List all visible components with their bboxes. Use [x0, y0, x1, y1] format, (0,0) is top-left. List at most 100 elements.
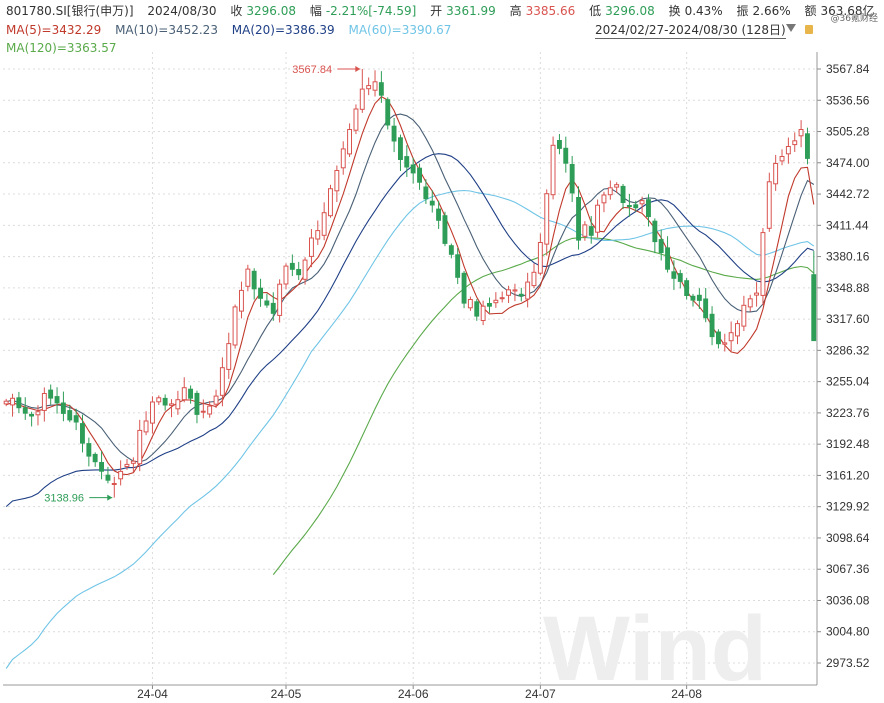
wind-watermark: Wind — [543, 598, 767, 700]
candle-body — [35, 411, 41, 416]
amplitude-value: 2.66% — [752, 4, 791, 18]
candle-body — [302, 259, 308, 280]
candle-body — [41, 393, 47, 411]
y-tick-label: 2973.52 — [826, 656, 870, 670]
candle-body — [150, 401, 155, 424]
candle-body — [805, 133, 810, 159]
candle-body — [99, 462, 104, 472]
ma20-line — [5, 153, 814, 508]
candle-body — [264, 300, 270, 306]
x-tick-label: 24-06 — [398, 687, 429, 701]
candle-body — [563, 147, 569, 164]
candle-body — [232, 306, 238, 346]
candle-body — [557, 140, 562, 149]
y-tick-label: 3286.32 — [826, 343, 870, 357]
open-label: 开 — [430, 4, 443, 18]
candle-body — [792, 140, 798, 146]
low-value: 3296.08 — [605, 4, 655, 18]
y-tick-label: 3474.00 — [826, 156, 870, 170]
turnover-value: 0.43% — [684, 4, 723, 18]
candle-body — [499, 297, 505, 300]
candle-body — [404, 156, 410, 168]
ma20-legend: MA(20)=3386.39 — [231, 23, 335, 37]
y-tick-label: 3380.16 — [826, 250, 870, 264]
y-tick-label: 3505.28 — [826, 125, 870, 139]
candle-body — [518, 293, 524, 297]
candle-body — [576, 197, 581, 241]
candle-body — [80, 423, 85, 444]
candle-body — [480, 305, 486, 322]
candle-body — [474, 301, 480, 317]
amount-label: 额 — [804, 4, 817, 18]
candle-body — [16, 397, 22, 409]
y-tick-label: 3067.36 — [826, 562, 870, 576]
candle-body — [359, 88, 365, 110]
candle-body — [29, 413, 35, 417]
candle-body — [130, 460, 136, 464]
candle-body — [315, 230, 321, 240]
y-tick-label: 3192.48 — [826, 437, 870, 451]
date-range-selector[interactable]: 2024/02/27-2024/08/30 (128日) — [595, 23, 786, 39]
candle-body — [124, 463, 130, 467]
candle-body — [340, 148, 346, 169]
candle-body — [646, 199, 651, 218]
candle-body — [321, 212, 327, 236]
candle-body — [544, 193, 550, 245]
candle-body — [219, 367, 225, 396]
dropdown-arrow-icon[interactable] — [786, 24, 796, 32]
candle-body — [595, 204, 600, 233]
candle-body — [92, 453, 98, 463]
low-label: 低 — [589, 4, 602, 18]
candle-body — [798, 129, 804, 137]
close-label: 收 — [230, 4, 243, 18]
candle-body — [239, 289, 244, 312]
candle-body — [258, 287, 264, 299]
candle-body — [188, 388, 194, 399]
candle-body — [181, 387, 187, 401]
candle-body — [690, 295, 696, 301]
candle-body — [601, 194, 607, 204]
y-tick-label: 3567.84 — [826, 62, 870, 76]
candle-body — [467, 299, 473, 309]
ma60-legend: MA(60)=3390.67 — [348, 23, 452, 37]
turnover-label: 换 — [668, 4, 681, 18]
x-tick-label: 24-05 — [271, 687, 302, 701]
candle-body — [245, 268, 251, 287]
candle-body — [735, 323, 740, 337]
candle-body — [448, 245, 454, 255]
high-label: 高 — [509, 4, 522, 18]
candle-body — [620, 185, 626, 203]
candle-body — [506, 289, 512, 296]
candle-body — [716, 331, 721, 345]
y-tick-label: 3255.04 — [826, 375, 870, 389]
candle-body — [226, 343, 232, 370]
candle-body — [658, 239, 664, 254]
candle-body — [442, 215, 448, 244]
candle-body — [283, 265, 289, 285]
candle-body — [811, 274, 817, 342]
candle-body — [277, 283, 283, 316]
y-tick-label: 3411.44 — [826, 218, 869, 232]
y-tick-label: 3317.60 — [826, 312, 870, 326]
ma120-line — [272, 236, 815, 575]
candle-body — [175, 399, 181, 410]
candle-body — [111, 483, 117, 485]
candle-body — [626, 205, 632, 207]
candle-body — [200, 410, 206, 413]
candle-body — [671, 271, 677, 279]
lock-icon[interactable] — [805, 25, 813, 34]
high-value: 3385.66 — [525, 4, 576, 18]
y-tick-label: 3223.76 — [826, 406, 870, 420]
candle-body — [118, 470, 124, 480]
candle-body — [487, 303, 492, 307]
candle-body — [550, 144, 556, 196]
x-tick-label: 24-04 — [137, 687, 168, 701]
candle-body — [607, 187, 613, 196]
candle-body — [60, 402, 66, 414]
candle-body — [665, 247, 670, 270]
candle-body — [73, 415, 79, 423]
candle-body — [213, 395, 219, 405]
source-watermark-label: @36氪财经 — [830, 14, 878, 24]
candle-body — [461, 272, 467, 304]
candle-body — [493, 299, 499, 304]
